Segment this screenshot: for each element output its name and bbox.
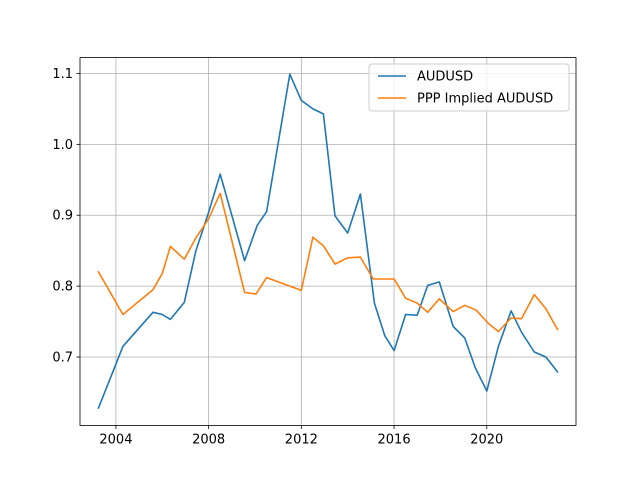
x-tick-label: 2016 [378, 432, 411, 447]
legend-label: AUDUSD [417, 70, 473, 85]
x-tick-label: 2004 [99, 432, 132, 447]
series-line [97, 192, 559, 333]
y-tick-label: 0.7 [52, 351, 73, 366]
axis-ticks: 2004 2008 2012 2016 2020 0.7 0.8 0.9 1.0 1.1 [52, 67, 503, 447]
y-tick-label: 1.1 [52, 67, 73, 82]
y-tick-label: 0.9 [52, 209, 73, 224]
y-tick-label: 1.0 [52, 138, 73, 153]
y-tick-label: 0.8 [52, 280, 73, 295]
x-tick-label: 2020 [470, 432, 503, 447]
x-tick-label: 2012 [285, 432, 318, 447]
series-line [97, 73, 559, 410]
legend-box [368, 63, 570, 112]
legend-label: PPP Implied AUDUSD [417, 92, 553, 107]
series-lines [97, 73, 559, 410]
x-tick-label: 2008 [192, 432, 225, 447]
legend: AUDUSD PPP Implied AUDUSD [368, 63, 570, 112]
plot-frame [79, 57, 577, 426]
